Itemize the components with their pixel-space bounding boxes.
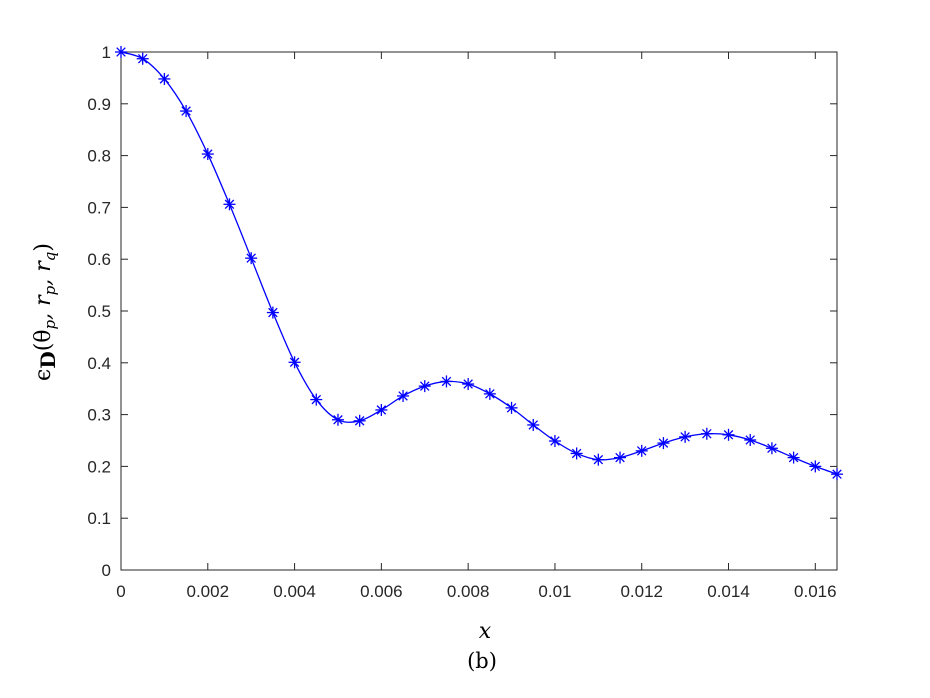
- y-tick-label: 0: [102, 561, 111, 580]
- ylabel-sub-p2: p: [41, 285, 59, 295]
- data-point: [635, 444, 648, 457]
- x-tick-label: 0.008: [447, 582, 490, 601]
- y-tick-label: 0.1: [87, 509, 111, 528]
- data-point: [375, 403, 388, 416]
- data-point: [331, 413, 344, 426]
- data-point: [440, 375, 453, 388]
- y-tick-label: 0.4: [87, 354, 111, 373]
- ylabel-r2: , r: [31, 260, 56, 286]
- x-axis-label: x: [479, 619, 492, 644]
- data-point: [787, 451, 800, 464]
- data-point: [679, 430, 692, 443]
- y-tick-label: 0.6: [87, 250, 111, 269]
- y-tick-label: 0.9: [87, 95, 111, 114]
- ylabel-sub-q: q: [41, 252, 59, 262]
- x-tick-label: 0.01: [538, 582, 571, 601]
- data-point: [115, 46, 127, 58]
- x-tick-label: 0.004: [273, 582, 316, 601]
- data-point: [266, 306, 279, 319]
- data-point: [462, 378, 475, 391]
- data-point: [744, 433, 757, 446]
- series-markers: [115, 46, 843, 481]
- data-point: [548, 435, 561, 448]
- data-point: [418, 380, 431, 393]
- data-point: [700, 427, 713, 440]
- data-point: [310, 393, 323, 406]
- data-point: [831, 468, 843, 481]
- data-point: [288, 356, 301, 369]
- ylabel-close: ): [31, 243, 56, 252]
- y-axis-label: ϵD(θp, rp, rq): [31, 243, 60, 381]
- caption: (b): [467, 649, 497, 673]
- data-point: [223, 198, 236, 211]
- y-axis-ticks: 0 0.1 0.2 0.3 0.4 0.5 0.6 0.7 0.8 0.9 1: [87, 43, 837, 580]
- data-point: [592, 453, 605, 466]
- ylabel-sub-p1: p: [41, 319, 59, 329]
- ylabel-epsilon: ϵ: [31, 369, 56, 381]
- ylabel-subscript: D: [36, 351, 60, 368]
- data-point: [201, 148, 214, 161]
- data-point: [180, 105, 193, 118]
- y-tick-label: 0.2: [87, 457, 111, 476]
- y-tick-label: 0.7: [87, 198, 111, 217]
- data-point: [483, 387, 496, 400]
- data-point: [245, 252, 258, 265]
- data-point: [722, 428, 735, 441]
- y-tick-label: 0.5: [87, 302, 111, 321]
- data-point: [614, 451, 627, 464]
- y-axis-label-text: ϵD(θp, rp, rq): [31, 243, 60, 381]
- x-tick-label: 0.002: [187, 582, 230, 601]
- data-point: [353, 414, 366, 427]
- x-tick-label: 0: [116, 582, 125, 601]
- data-point: [158, 72, 171, 85]
- x-tick-label: 0.012: [620, 582, 663, 601]
- ylabel-r1: , r: [31, 294, 56, 320]
- x-tick-label: 0.016: [794, 582, 837, 601]
- data-point: [657, 437, 670, 450]
- data-point: [136, 52, 149, 65]
- data-point: [765, 442, 778, 455]
- data-point: [505, 401, 518, 414]
- y-tick-label: 0.8: [87, 147, 111, 166]
- plot-area: [120, 51, 838, 571]
- x-axis-ticks: 0 0.002 0.004 0.006 0.008 0.01 0.012 0.014 0.016: [116, 52, 837, 601]
- data-point: [570, 447, 583, 460]
- series-line: [120, 51, 838, 475]
- ylabel-args: (θ: [31, 329, 56, 351]
- x-tick-label: 0.006: [360, 582, 403, 601]
- y-tick-label: 1: [102, 43, 111, 62]
- data-point: [809, 460, 822, 473]
- x-tick-label: 0.014: [707, 582, 750, 601]
- y-tick-label: 0.3: [87, 406, 111, 425]
- data-point: [527, 418, 540, 431]
- data-point: [397, 389, 410, 402]
